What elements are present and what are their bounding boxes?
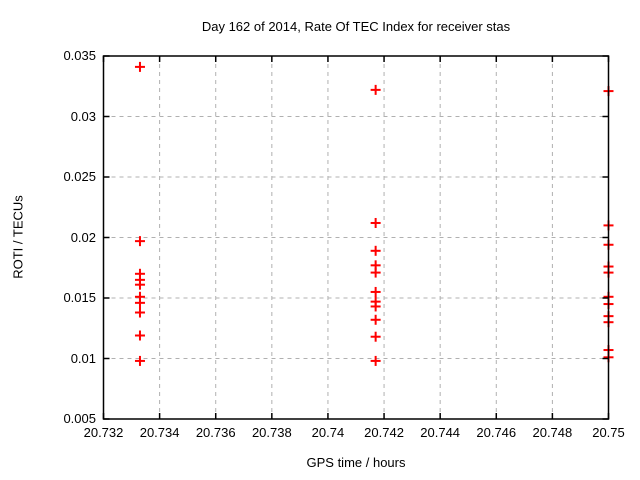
x-tick-label: 20.738 xyxy=(251,425,292,440)
chart-title: Day 162 of 2014, Rate Of TEC Index for r… xyxy=(201,19,511,34)
x-tick-label: 20.734 xyxy=(139,425,180,440)
x-tick-label: 20.75 xyxy=(592,425,625,440)
x-axis-label: GPS time / hours xyxy=(306,455,406,470)
x-tick-label: 20.748 xyxy=(532,425,573,440)
x-tick-label: 20.732 xyxy=(83,425,124,440)
y-tick-label: 0.03 xyxy=(70,108,96,124)
x-tick-label: 20.744 xyxy=(420,425,461,440)
x-tick-label: 20.736 xyxy=(195,425,236,440)
y-tick-label: 0.035 xyxy=(63,48,96,63)
x-tick-label: 20.746 xyxy=(476,425,517,440)
y-tick-label: 0.01 xyxy=(70,350,96,366)
x-tick-label: 20.74 xyxy=(311,425,345,440)
y-axis-label: ROTI / TECUs xyxy=(10,195,26,279)
y-tick-label: 0.025 xyxy=(63,169,96,184)
y-tick-label: 0.015 xyxy=(63,290,96,305)
y-tick-label: 0.005 xyxy=(63,411,96,426)
y-tick-label: 0.02 xyxy=(70,229,96,245)
x-tick-label: 20.742 xyxy=(364,425,404,440)
